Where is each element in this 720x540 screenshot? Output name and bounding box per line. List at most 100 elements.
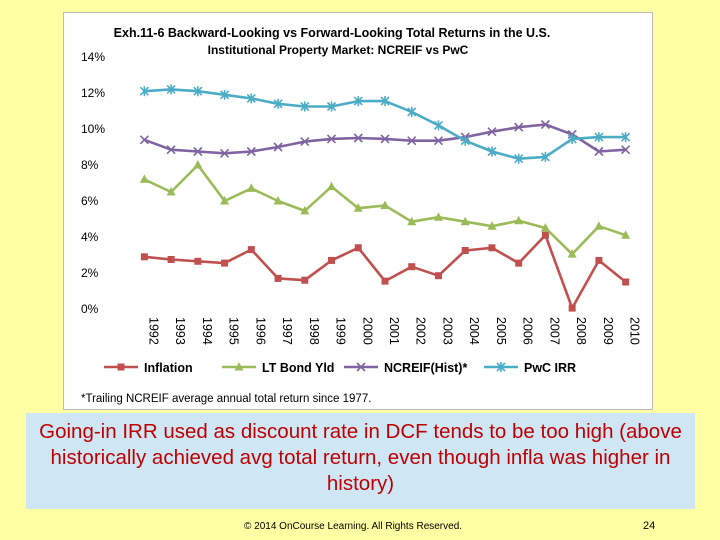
legend-label: NCREIF(Hist)*	[384, 361, 467, 375]
data-point-ncreif-hist	[273, 142, 283, 152]
data-point-pwc-irr	[594, 132, 604, 143]
data-point-pwc-irr	[621, 132, 631, 143]
data-point-pwc-irr	[353, 96, 363, 107]
data-point-lt-bond-yld	[621, 230, 631, 239]
data-point-ncreif-hist	[300, 137, 310, 147]
chart-title: Exh.11-6 Backward-Looking vs Forward-Loo…	[114, 26, 551, 40]
data-point-pwc-irr	[193, 86, 203, 97]
x-tick-label: 2003	[440, 317, 454, 345]
data-point-lt-bond-yld	[433, 212, 443, 221]
data-point-lt-bond-yld	[567, 249, 577, 258]
y-tick-label: 2%	[81, 266, 99, 280]
y-tick-label: 6%	[81, 194, 99, 208]
chart-frame: Exh.11-6 Backward-Looking vs Forward-Loo…	[63, 12, 653, 410]
x-tick-label: 2010	[628, 317, 642, 345]
data-point-inflation	[434, 272, 442, 280]
copyright: © 2014 OnCourse Learning. All Rights Res…	[244, 521, 463, 532]
y-tick-label: 10%	[81, 122, 105, 136]
data-point-lt-bond-yld	[273, 196, 283, 205]
data-point-lt-bond-yld	[300, 205, 310, 215]
data-point-pwc-irr	[246, 93, 256, 104]
data-point-pwc-irr	[540, 151, 550, 162]
x-tick-label: 2009	[601, 317, 615, 345]
data-point-lt-bond-yld	[327, 181, 337, 191]
legend-marker	[234, 362, 244, 371]
legend-item-inflation: Inflation	[104, 361, 193, 375]
legend-item-lt-bond-yld: LT Bond Yld	[222, 361, 334, 375]
series-lt-bond-yld	[139, 160, 631, 258]
x-tick-label: 2001	[387, 317, 401, 345]
series-line-inflation	[144, 233, 627, 310]
legend-marker	[496, 362, 506, 372]
data-point-lt-bond-yld	[166, 187, 176, 196]
data-point-ncreif-hist	[139, 135, 149, 145]
data-point-ncreif-hist	[220, 148, 230, 158]
data-point-inflation	[381, 277, 389, 285]
data-point-ncreif-hist	[540, 119, 550, 130]
series-pwc-irr	[139, 84, 631, 164]
x-tick-label: 2004	[467, 317, 481, 345]
x-tick-label: 1998	[307, 317, 321, 345]
data-point-inflation	[568, 304, 576, 312]
data-point-pwc-irr	[567, 133, 577, 144]
data-point-lt-bond-yld	[407, 216, 417, 226]
page-number: 24	[643, 520, 656, 532]
data-point-pwc-irr	[220, 89, 230, 100]
data-point-pwc-irr	[380, 96, 390, 107]
legend-label: Inflation	[144, 361, 193, 375]
data-point-lt-bond-yld	[193, 160, 203, 169]
x-tick-label: 1999	[334, 317, 348, 345]
chart: Exh.11-6 Backward-Looking vs Forward-Loo…	[81, 26, 642, 405]
data-point-pwc-irr	[326, 101, 337, 112]
data-point-lt-bond-yld	[380, 200, 390, 209]
x-tick-label: 2007	[547, 317, 561, 345]
y-tick-label: 12%	[81, 86, 105, 100]
data-point-inflation	[622, 278, 630, 286]
legend-marker	[356, 362, 366, 372]
data-point-pwc-irr	[300, 101, 310, 112]
data-point-inflation	[301, 276, 309, 284]
data-point-lt-bond-yld	[353, 203, 363, 212]
x-tick-label: 2000	[360, 317, 374, 345]
data-point-inflation	[274, 274, 282, 282]
data-point-inflation	[541, 231, 549, 239]
data-point-ncreif-hist	[193, 146, 203, 157]
data-point-inflation	[408, 263, 416, 271]
data-point-ncreif-hist	[353, 133, 363, 143]
x-tick-label: 1992	[146, 317, 160, 345]
data-point-ncreif-hist	[594, 146, 604, 157]
data-point-pwc-irr	[273, 98, 283, 109]
data-point-lt-bond-yld	[487, 221, 497, 230]
data-point-pwc-irr	[433, 120, 444, 131]
x-tick-label: 2005	[494, 317, 508, 345]
data-point-lt-bond-yld	[514, 215, 524, 225]
data-point-inflation	[140, 253, 148, 261]
data-point-lt-bond-yld	[220, 196, 230, 205]
caption-text: Going-in IRR used as discount rate in DC…	[39, 420, 682, 495]
data-point-pwc-irr	[460, 135, 470, 146]
data-point-inflation	[167, 256, 175, 263]
data-point-inflation	[488, 244, 496, 252]
data-point-pwc-irr	[166, 84, 176, 95]
data-point-inflation	[461, 247, 469, 254]
legend-label: PwC IRR	[524, 361, 576, 375]
data-point-ncreif-hist	[380, 134, 390, 144]
y-tick-label: 8%	[81, 158, 99, 172]
data-point-lt-bond-yld	[594, 221, 604, 230]
data-point-lt-bond-yld	[460, 216, 470, 226]
x-tick-label: 2008	[574, 317, 588, 345]
series-line-lt-bond-yld	[143, 163, 627, 256]
legend-item-ncreif-hist: NCREIF(Hist)*	[344, 361, 467, 375]
data-point-inflation	[194, 257, 202, 265]
x-tick-label: 1993	[173, 317, 187, 345]
data-point-inflation	[221, 259, 229, 267]
y-tick-label: 4%	[81, 230, 99, 244]
data-point-inflation	[354, 244, 362, 252]
data-point-ncreif-hist	[326, 134, 337, 144]
x-tick-label: 1994	[200, 317, 214, 345]
data-point-pwc-irr	[139, 86, 149, 97]
data-point-inflation	[595, 256, 603, 264]
legend-item-pwc-irr: PwC IRR	[484, 361, 576, 375]
data-point-ncreif-hist	[487, 127, 497, 137]
data-point-pwc-irr	[487, 146, 497, 157]
